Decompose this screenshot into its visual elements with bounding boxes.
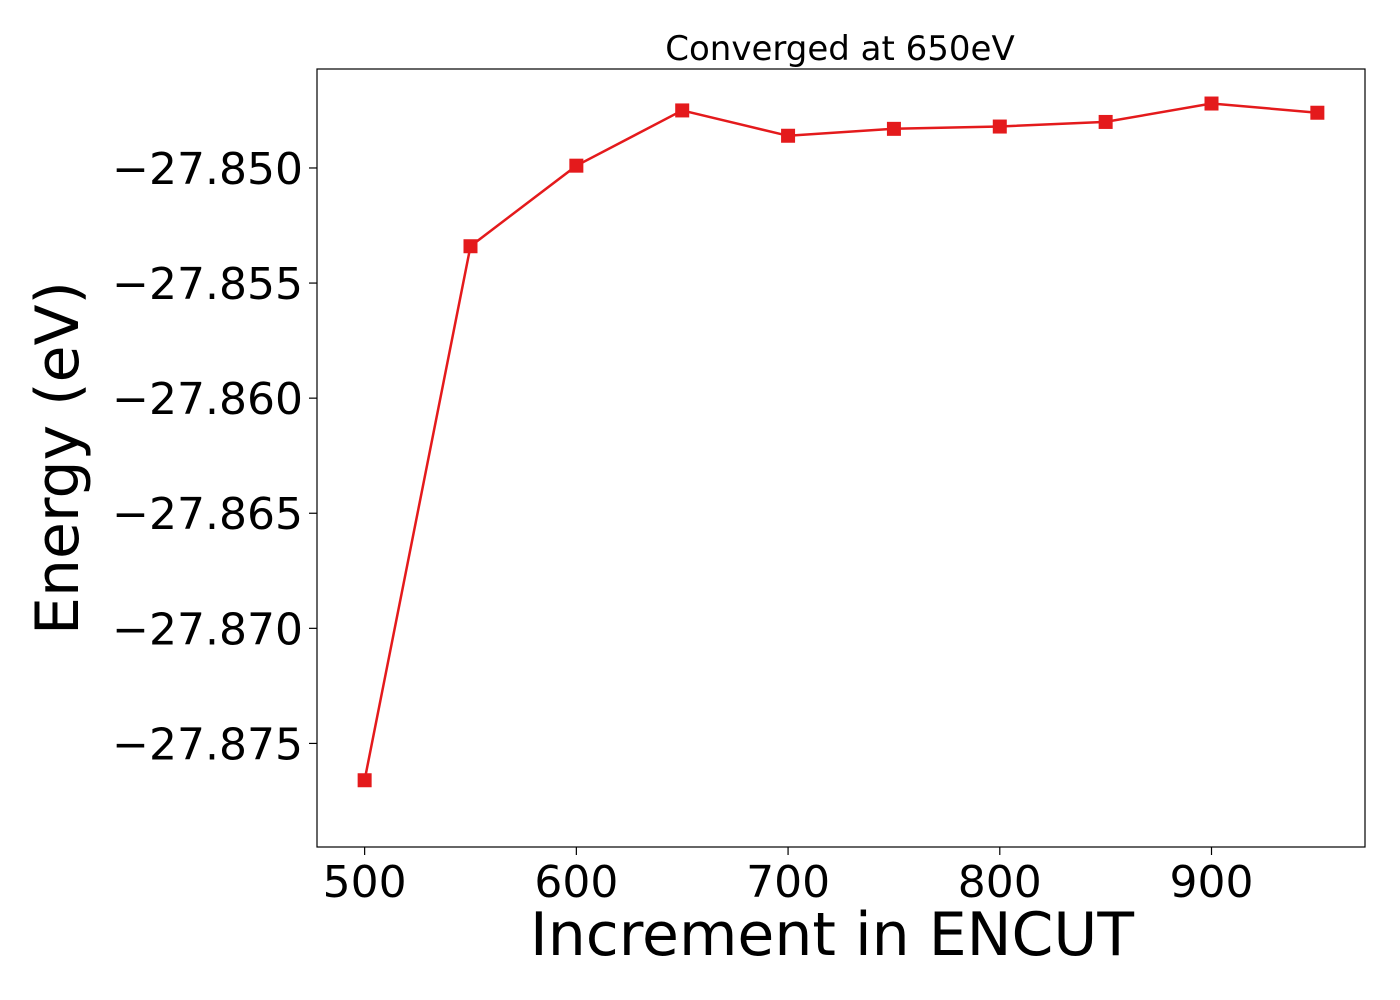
series-line: [363, 102, 1318, 781]
y-axis-label: Energy (eV): [23, 281, 93, 635]
x-axis-label: Increment in ENCUT: [530, 900, 1134, 970]
data-point-marker: [1310, 105, 1325, 120]
y-tick-label: −27.875: [112, 719, 303, 770]
y-tick-label: −27.870: [112, 604, 303, 655]
data-point-marker: [1204, 96, 1219, 111]
x-tick-label: 800: [958, 857, 1042, 908]
plot-frame: [316, 68, 1366, 848]
y-tick-label: −27.850: [112, 144, 303, 195]
data-point-marker: [357, 773, 372, 788]
y-tick-label: −27.865: [112, 489, 303, 540]
y-tick-label: −27.855: [112, 259, 303, 310]
data-point-marker: [463, 239, 478, 254]
y-tick-label: −27.860: [112, 374, 303, 425]
data-point-marker: [569, 158, 584, 173]
x-axis-ticks: 500 600 700 800 900: [323, 847, 1254, 908]
data-point-marker: [675, 103, 690, 118]
series-layer: [357, 96, 1325, 788]
x-tick-label: 500: [323, 857, 407, 908]
data-point-marker: [992, 119, 1007, 134]
data-point-marker: [886, 121, 901, 136]
x-tick-label: 700: [746, 857, 830, 908]
data-point-marker: [781, 128, 796, 143]
chart-title: Converged at 650eV: [665, 29, 1014, 69]
x-tick-label: 600: [534, 857, 618, 908]
x-tick-label: 900: [1170, 857, 1254, 908]
y-axis-ticks: −27.850 −27.855 −27.860 −27.865 −27.870 −27.8…: [112, 144, 317, 770]
data-point-marker: [1098, 114, 1113, 129]
